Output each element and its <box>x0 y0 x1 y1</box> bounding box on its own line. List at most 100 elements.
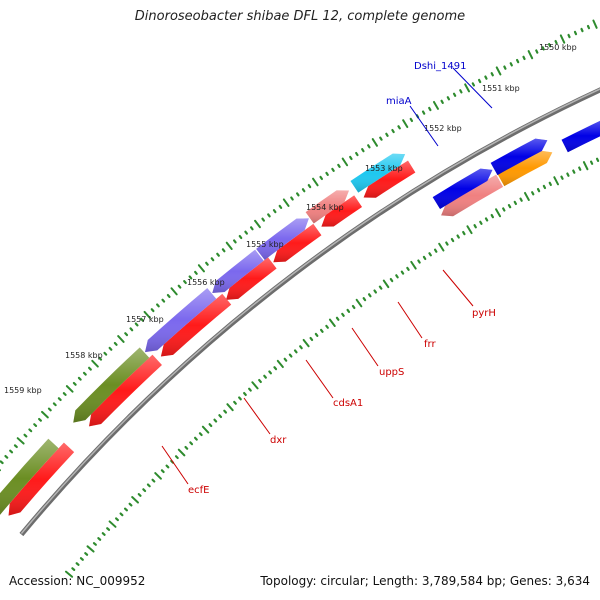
gene-red-a-shade <box>363 160 416 198</box>
gene-red-b-shade <box>321 195 363 227</box>
scale-tick-minor <box>79 557 84 561</box>
genome-summary-text: Topology: circular; Length: 3,789,584 bp… <box>260 574 590 588</box>
gene-blue-2-shade <box>490 138 548 176</box>
scale-tick-major <box>201 425 210 434</box>
scale-tick-minor <box>140 317 144 322</box>
scale-tick-minor <box>52 402 57 407</box>
scale-tick-minor <box>183 280 187 285</box>
scale-tick-minor <box>263 374 267 379</box>
scale-tick-major <box>276 359 284 369</box>
scale-label-1551: 1551 kbp <box>482 84 520 93</box>
scale-tick-minor <box>573 30 578 36</box>
scale-tick-major <box>117 335 125 343</box>
scale-tick-minor <box>189 441 194 446</box>
outer-scale-ticks <box>64 157 600 578</box>
gene-cdsA1-shade <box>212 249 264 294</box>
scale-tick-minor <box>397 125 401 130</box>
scale-tick-minor <box>473 224 477 229</box>
scale-tick-minor <box>210 257 215 262</box>
gene-blue-1-shade <box>561 120 600 153</box>
scale-tick-minor <box>283 357 288 362</box>
scale-tick-major <box>553 176 559 186</box>
scale-label-1555: 1555 kbp <box>246 240 284 249</box>
scale-tick-minor <box>421 110 426 115</box>
scale-tick-minor <box>119 512 124 517</box>
leader-miaA <box>409 105 439 147</box>
scale-tick-major <box>523 191 530 201</box>
scale-tick-minor <box>450 237 455 243</box>
leader-dxr <box>243 397 271 435</box>
scale-tick-major <box>177 448 186 457</box>
scale-tick-minor <box>349 155 353 161</box>
scale-tick-minor <box>542 184 547 190</box>
scale-tick-minor <box>362 297 367 302</box>
scale-label-1552: 1552 kbp <box>424 124 462 133</box>
scale-tick-major <box>65 385 74 393</box>
gene-uppS-shade <box>256 218 309 260</box>
scale-tick-minor <box>233 400 237 405</box>
scale-tick-minor <box>129 327 134 332</box>
scale-tick-minor <box>541 46 545 51</box>
scale-tick-minor <box>589 160 594 165</box>
scale-tick-minor <box>77 376 82 381</box>
scale-tick-minor <box>9 449 14 454</box>
gene-miaA-shade <box>441 174 504 217</box>
scale-tick-minor <box>548 43 552 48</box>
scale-tick-minor <box>462 230 466 236</box>
scale-tick-minor <box>522 55 526 61</box>
scale-tick-minor <box>535 49 539 54</box>
scale-tick-minor <box>560 175 564 180</box>
scale-tick-minor <box>400 270 405 275</box>
scale-tick-major <box>355 298 363 308</box>
scale-tick-major <box>254 219 261 229</box>
scale-tick-major <box>312 177 319 187</box>
scale-tick-minor <box>536 187 541 193</box>
gene-label-ecfE: ecfE <box>188 485 210 496</box>
scale-tick-minor <box>213 418 218 423</box>
scale-tick-minor <box>243 392 247 397</box>
scale-tick-minor <box>233 239 237 244</box>
scale-tick-minor <box>509 62 513 67</box>
scale-tick-minor <box>578 166 582 171</box>
scale-label-1556: 1556 kbp <box>187 278 225 287</box>
leader-Dshi_1491 <box>452 67 493 109</box>
scale-label-1554: 1554 kbp <box>306 203 344 212</box>
scale-tick-major <box>432 100 439 110</box>
scale-tick-minor <box>567 33 571 39</box>
scale-tick-minor <box>4 454 9 459</box>
scale-tick-minor <box>98 356 103 361</box>
scale-tick-minor <box>319 175 323 181</box>
leader-frr <box>397 301 423 339</box>
scale-tick-minor <box>484 75 488 80</box>
scale-tick-minor <box>267 213 271 218</box>
gene-red-f-shade <box>89 354 162 427</box>
scale-tick-minor <box>97 537 102 541</box>
scale-tick-minor <box>290 196 294 201</box>
scale-tick-minor <box>28 428 33 433</box>
scale-tick-minor <box>503 65 507 70</box>
scale-tick-minor <box>379 136 383 141</box>
scale-label-1557: 1557 kbp <box>126 315 164 324</box>
scale-tick-minor <box>137 493 142 497</box>
scale-tick-minor <box>108 346 113 351</box>
scale-tick-minor <box>307 183 312 189</box>
gene-label-frr: frr <box>424 339 436 350</box>
scale-tick-minor <box>194 270 198 275</box>
scale-tick-minor <box>409 117 414 123</box>
gene-dxr-shade <box>144 288 217 353</box>
scale-tick-major <box>402 119 409 129</box>
scale-tick-minor <box>331 167 335 172</box>
scale-tick-minor <box>319 328 324 333</box>
scale-tick-minor <box>160 469 165 474</box>
scale-tick-minor <box>341 312 345 317</box>
gene-red-c-shade <box>273 223 322 263</box>
scale-label-1550: 1550 kbp <box>539 43 577 52</box>
scale-tick-minor <box>471 82 476 87</box>
gene-label-miaA: miaA <box>386 96 412 107</box>
scale-tick-minor <box>355 151 359 157</box>
gene-label-uppS: uppS <box>379 367 404 378</box>
scale-tick-minor <box>238 396 242 401</box>
scale-tick-major <box>86 545 95 553</box>
scale-tick-minor <box>151 478 156 483</box>
